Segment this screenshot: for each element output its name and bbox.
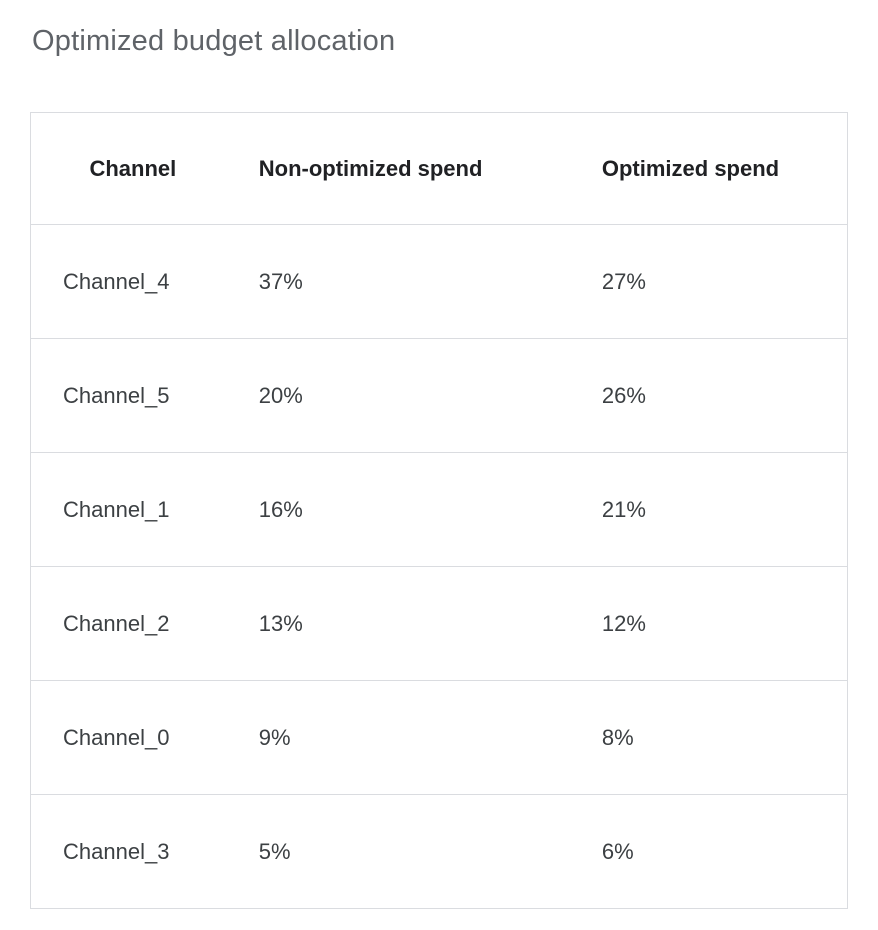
cell-non-optimized-spend: 16%	[234, 452, 578, 567]
cell-non-optimized-spend: 37%	[234, 224, 578, 339]
table-row: Channel_5 20% 26%	[30, 338, 848, 453]
cell-channel: Channel_2	[30, 566, 235, 681]
budget-allocation-table: Channel Non-optimized spend Optimized sp…	[30, 112, 848, 909]
table-row: Channel_2 13% 12%	[30, 566, 848, 681]
cell-channel: Channel_0	[30, 680, 235, 795]
cell-non-optimized-spend: 9%	[234, 680, 578, 795]
report-page: Optimized budget allocation Channel Non-…	[30, 25, 848, 909]
column-header-channel: Channel	[30, 112, 235, 225]
cell-optimized-spend: 8%	[577, 680, 848, 795]
column-header-optimized-spend: Optimized spend	[577, 112, 848, 225]
cell-optimized-spend: 21%	[577, 452, 848, 567]
cell-optimized-spend: 27%	[577, 224, 848, 339]
table-row: Channel_1 16% 21%	[30, 452, 848, 567]
table-row: Channel_4 37% 27%	[30, 224, 848, 339]
cell-optimized-spend: 26%	[577, 338, 848, 453]
page-title: Optimized budget allocation	[32, 25, 396, 57]
cell-channel: Channel_5	[30, 338, 235, 453]
cell-non-optimized-spend: 5%	[234, 794, 578, 909]
table-header-row: Channel Non-optimized spend Optimized sp…	[30, 112, 848, 225]
cell-optimized-spend: 12%	[577, 566, 848, 681]
cell-channel: Channel_3	[30, 794, 235, 909]
cell-channel: Channel_1	[30, 452, 235, 567]
cell-non-optimized-spend: 13%	[234, 566, 578, 681]
table-row: Channel_0 9% 8%	[30, 680, 848, 795]
cell-channel: Channel_4	[30, 224, 235, 339]
cell-non-optimized-spend: 20%	[234, 338, 578, 453]
cell-optimized-spend: 6%	[577, 794, 848, 909]
column-header-non-optimized-spend: Non-optimized spend	[234, 112, 578, 225]
table-row: Channel_3 5% 6%	[30, 794, 848, 909]
